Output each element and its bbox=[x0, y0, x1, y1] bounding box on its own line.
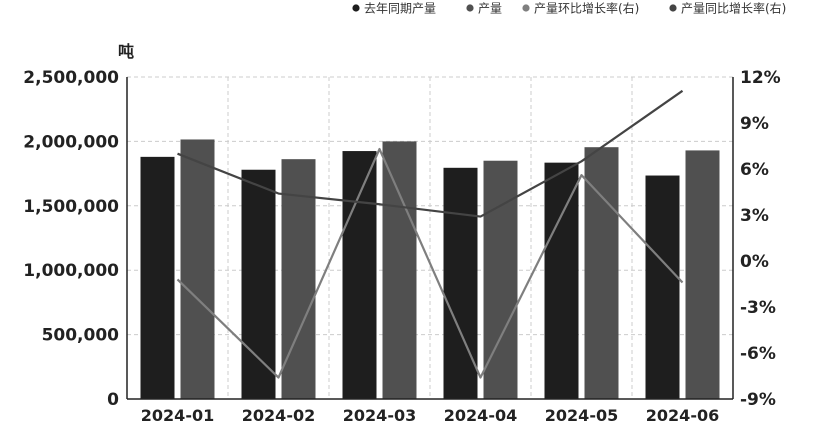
y2-tick-label: 6% bbox=[740, 160, 769, 180]
y-tick-label: 1,500,000 bbox=[23, 197, 119, 217]
bar bbox=[443, 167, 478, 399]
legend-marker bbox=[466, 4, 474, 12]
y-tick-label: 500,000 bbox=[42, 326, 120, 346]
bar bbox=[584, 147, 619, 399]
y-axis-unit-label: 吨 bbox=[118, 42, 134, 61]
x-tick-label: 2024-06 bbox=[646, 406, 719, 425]
x-tick-label: 2024-01 bbox=[141, 406, 214, 425]
left-axis-ticks: 0 500,000 1,000,000 1,500,000 2,000,000 2,500… bbox=[23, 68, 119, 410]
bar bbox=[685, 150, 720, 399]
bar bbox=[241, 169, 276, 399]
x-tick-label: 2024-04 bbox=[444, 406, 517, 425]
y-tick-label: 1,000,000 bbox=[23, 261, 119, 281]
bar bbox=[342, 151, 377, 399]
legend-label: 产量 bbox=[478, 2, 502, 16]
bar bbox=[645, 175, 680, 399]
legend-label: 产量环比增长率(右) bbox=[534, 1, 639, 16]
y2-tick-label: -9% bbox=[740, 390, 776, 410]
series-line bbox=[176, 147, 684, 379]
bar bbox=[544, 162, 579, 399]
legend-label: 去年同期产量 bbox=[364, 2, 436, 16]
legend-label: 产量同比增长率(右) bbox=[681, 1, 786, 16]
x-tick-label: 2024-05 bbox=[545, 406, 618, 425]
y2-tick-label: 3% bbox=[740, 206, 769, 226]
legend-marker bbox=[522, 4, 530, 12]
bars bbox=[140, 139, 720, 399]
x-tick-label: 2024-02 bbox=[242, 406, 315, 425]
bar bbox=[382, 141, 417, 399]
y2-tick-label: 9% bbox=[740, 114, 769, 134]
bar bbox=[140, 156, 175, 399]
legend: 去年同期产量 产量 产量环比增长率(右) 产量同比增长率(右) bbox=[352, 1, 786, 16]
y2-tick-label: 0% bbox=[740, 252, 769, 272]
line-series bbox=[176, 89, 684, 379]
y-tick-label: 2,500,000 bbox=[23, 68, 119, 88]
y-tick-label: 2,000,000 bbox=[23, 132, 119, 152]
axes bbox=[126, 77, 734, 400]
y2-tick-label: -3% bbox=[740, 298, 776, 318]
gridlines bbox=[127, 76, 733, 399]
right-axis-ticks: -9% -6% -3% 0% 3% 6% 9% 12% bbox=[740, 68, 781, 410]
y2-tick-label: -6% bbox=[740, 344, 776, 364]
legend-marker bbox=[352, 4, 360, 12]
y-tick-label: 0 bbox=[107, 390, 119, 410]
x-tick-label: 2024-03 bbox=[343, 406, 416, 425]
legend-marker bbox=[669, 4, 677, 12]
bar bbox=[180, 139, 215, 399]
y2-tick-label: 12% bbox=[740, 68, 781, 88]
series-line bbox=[177, 89, 684, 218]
x-axis-ticks: 2024-01 2024-02 2024-03 2024-04 2024-05 2024-… bbox=[141, 406, 719, 425]
